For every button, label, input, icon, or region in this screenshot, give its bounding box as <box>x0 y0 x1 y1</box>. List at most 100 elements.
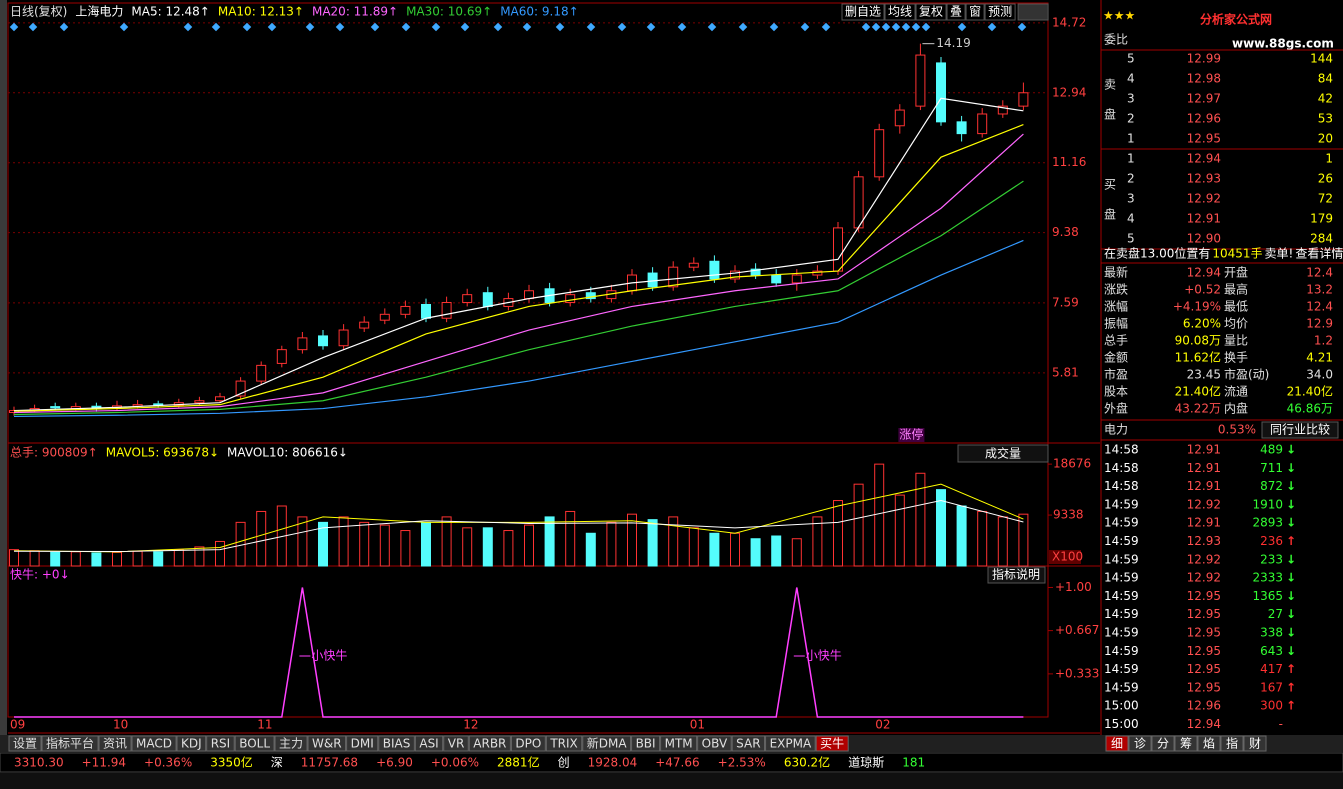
tab[interactable] <box>8 735 42 752</box>
tab-label[interactable]: ARBR <box>473 737 506 751</box>
side-tab-label[interactable]: 筹 <box>1180 737 1192 751</box>
tab[interactable] <box>631 735 661 752</box>
trade-time: 14:59 <box>1104 552 1139 566</box>
tab-label[interactable]: DPO <box>515 737 541 751</box>
tab-label[interactable]: VR <box>448 737 465 751</box>
y-tick-label: 9.38 <box>1052 225 1079 239</box>
ma-line <box>13 133 1024 414</box>
limit-badge <box>898 428 925 442</box>
compare-label[interactable]: 同行业比较 <box>1270 422 1330 437</box>
price: 12.90 <box>1187 232 1221 246</box>
stat-label: 最新 <box>1104 265 1128 280</box>
side-tab-label[interactable]: 诊 <box>1134 737 1146 751</box>
tab-label[interactable]: 资讯 <box>103 737 127 751</box>
volume-bar <box>936 489 946 567</box>
side-tab-label[interactable]: 细 <box>1111 737 1123 751</box>
legend-value: : +0↓ <box>34 568 70 582</box>
tab-label[interactable]: 新DMA <box>587 736 628 751</box>
tab[interactable] <box>234 735 275 752</box>
candle-body <box>771 274 782 284</box>
side-tab[interactable] <box>1174 735 1198 752</box>
side-tab[interactable] <box>1220 735 1244 752</box>
side-tab[interactable] <box>1243 735 1267 752</box>
candle-body <box>750 268 761 276</box>
window-button[interactable] <box>1017 3 1049 21</box>
tab-label[interactable]: 设置 <box>13 737 37 751</box>
tab-label[interactable]: BBI <box>636 737 656 751</box>
side-tab[interactable] <box>1151 735 1175 752</box>
toolbar-button[interactable]: 删自选 <box>845 5 881 19</box>
tab[interactable] <box>206 735 235 752</box>
tab-label[interactable]: DMI <box>351 737 374 751</box>
tab-label[interactable]: KDJ <box>181 737 202 751</box>
tab[interactable] <box>582 735 632 752</box>
tab[interactable] <box>815 735 849 752</box>
tab[interactable] <box>176 735 207 752</box>
tab[interactable] <box>41 735 99 752</box>
tab[interactable] <box>660 735 698 752</box>
stat-value: 23.45 <box>1187 368 1221 382</box>
side-tab-label[interactable]: 焰 <box>1203 736 1215 751</box>
toolbar-button[interactable]: 窗 <box>969 5 981 19</box>
tab-label[interactable]: BIAS <box>383 737 411 751</box>
tab-label[interactable]: EXPMA <box>770 737 812 751</box>
candle-body <box>338 329 349 347</box>
tab[interactable] <box>414 735 444 752</box>
side-tab-label[interactable]: 指 <box>1226 736 1238 751</box>
tab-label[interactable]: 买牛 <box>820 736 844 751</box>
tab-label[interactable]: BOLL <box>239 737 270 751</box>
tab-label[interactable]: MACD <box>136 737 172 751</box>
price: 12.98 <box>1187 72 1221 86</box>
toolbar-button[interactable]: 均线 <box>888 5 912 19</box>
side-tab-label[interactable]: 财 <box>1249 737 1261 751</box>
notice: 在卖盘13.00位置有 <box>1104 246 1210 261</box>
tab-label[interactable]: W&R <box>312 737 342 751</box>
tab-label[interactable]: RSI <box>211 737 231 751</box>
tab-label[interactable]: MTM <box>665 737 693 751</box>
tab-label[interactable]: SAR <box>736 737 760 751</box>
volume-bar <box>338 516 349 567</box>
tab[interactable] <box>731 735 766 752</box>
tab[interactable] <box>765 735 816 752</box>
tab[interactable] <box>545 735 583 752</box>
tab-label[interactable]: OBV <box>702 737 728 751</box>
tab-label[interactable]: TRIX <box>549 737 577 751</box>
side-tab[interactable] <box>1105 735 1129 752</box>
help-button-label[interactable]: 指标说明 <box>992 567 1040 582</box>
tab-label[interactable]: 指标平台 <box>46 736 94 751</box>
tab[interactable] <box>274 735 308 752</box>
volume: 1 <box>1325 152 1333 166</box>
signal-marker <box>431 22 441 32</box>
status-item: +6.90 <box>376 756 413 770</box>
tab[interactable] <box>697 735 732 752</box>
toolbar-button[interactable]: 复权 <box>919 5 943 19</box>
tab-label[interactable]: ASI <box>419 737 438 751</box>
side-tab[interactable] <box>1197 735 1221 752</box>
trade-time: 14:59 <box>1104 516 1139 530</box>
side-tab[interactable] <box>1128 735 1152 752</box>
compare-button[interactable] <box>1261 421 1339 439</box>
signal-label: 小快牛 <box>311 648 347 663</box>
tab[interactable] <box>307 735 347 752</box>
tab[interactable] <box>131 735 177 752</box>
volume-bar <box>70 551 81 567</box>
help-button[interactable] <box>987 566 1046 584</box>
signal-marker <box>370 22 380 32</box>
tab[interactable] <box>98 735 132 752</box>
indicator-select[interactable] <box>957 444 1049 463</box>
tab[interactable] <box>443 735 469 752</box>
x-tick-label: 02 <box>875 718 890 732</box>
tab[interactable] <box>468 735 511 752</box>
toolbar-button[interactable]: 预测 <box>988 5 1012 19</box>
tab-label[interactable]: 主力 <box>279 737 303 751</box>
trade-time: 14:59 <box>1104 534 1139 548</box>
tab[interactable] <box>378 735 415 752</box>
candle-body <box>421 303 431 319</box>
toolbar-button[interactable]: 叠 <box>950 5 962 19</box>
tab[interactable] <box>346 735 379 752</box>
side-tab-label[interactable]: 分 <box>1157 737 1169 751</box>
trade-time: 14:59 <box>1104 607 1139 621</box>
indicator-select-label[interactable]: 成交量 <box>985 446 1021 461</box>
tab[interactable] <box>510 735 546 752</box>
